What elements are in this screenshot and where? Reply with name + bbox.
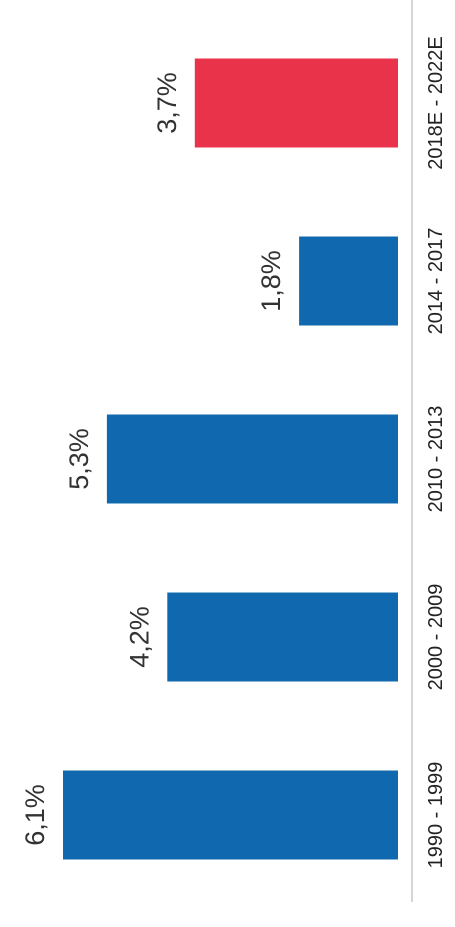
bar-value-label-2: 5,3% bbox=[64, 428, 94, 490]
bar-4 bbox=[194, 58, 398, 148]
bar-2 bbox=[106, 414, 399, 504]
bar-3 bbox=[299, 236, 398, 326]
bar-0 bbox=[63, 770, 398, 860]
bars-layer bbox=[63, 58, 399, 860]
category-tick-label-2: 2010 - 2013 bbox=[425, 406, 447, 513]
value-labels-layer: 6,1% 4,2% 5,3% 1,8% 3,7% bbox=[20, 72, 286, 846]
bar-value-label-0: 6,1% bbox=[20, 784, 50, 846]
bar-value-label-1: 4,2% bbox=[124, 606, 154, 668]
bar-1 bbox=[167, 592, 398, 682]
bar-value-label-4: 3,7% bbox=[152, 72, 182, 134]
category-tick-label-4: 2018E - 2022E bbox=[425, 36, 447, 169]
bar-value-label-3: 1,8% bbox=[256, 250, 286, 312]
category-tick-label-3: 2014 - 2017 bbox=[425, 228, 447, 335]
category-tick-label-1: 2000 - 2009 bbox=[425, 584, 447, 691]
tick-labels-layer: 1990 - 1999 2000 - 2009 2010 - 2013 2014 - … bbox=[425, 36, 447, 868]
category-tick-label-0: 1990 - 1999 bbox=[425, 762, 447, 869]
